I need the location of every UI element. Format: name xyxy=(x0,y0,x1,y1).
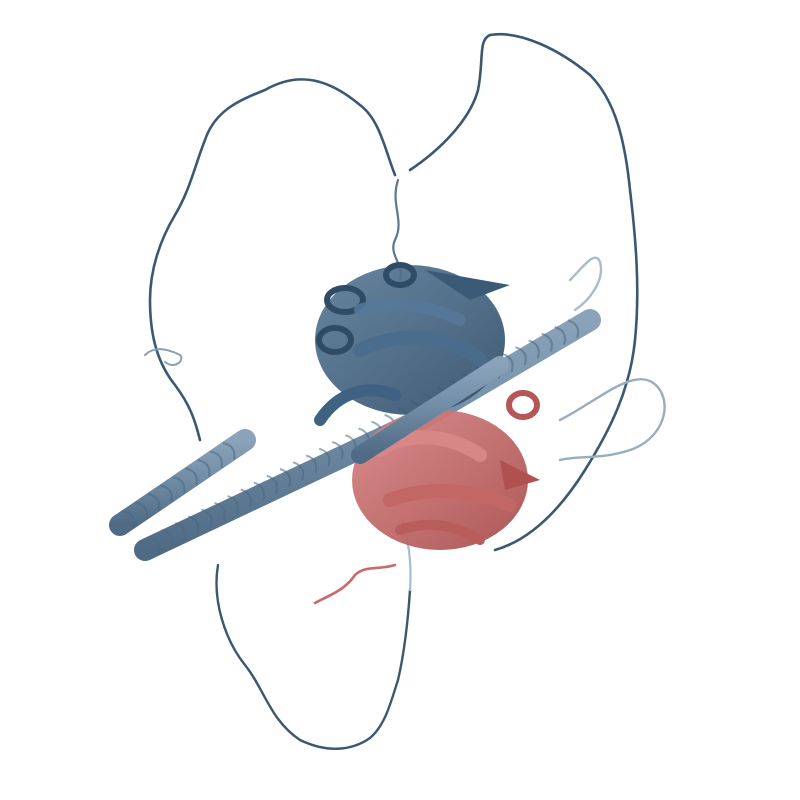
helix-turn xyxy=(135,501,148,520)
helix-turn xyxy=(161,528,174,548)
helix-turn xyxy=(279,468,292,488)
helix-front-segment xyxy=(351,356,509,464)
helix-turn xyxy=(554,325,567,346)
coil-loops xyxy=(144,32,666,750)
helix-turn xyxy=(160,484,173,503)
left-helix xyxy=(109,429,256,536)
helix-turn xyxy=(528,339,540,359)
left-loop xyxy=(148,78,397,442)
top-right-helix-tail xyxy=(568,256,603,312)
right-loop-faded xyxy=(558,378,666,462)
left-small-loop xyxy=(144,348,183,366)
helix-turn xyxy=(174,522,187,542)
helix-turn xyxy=(214,501,226,521)
top-right-loop xyxy=(408,32,639,552)
helix-turn xyxy=(567,319,580,339)
helix-turn xyxy=(292,461,305,481)
helix-turn xyxy=(541,332,553,352)
red-domain xyxy=(352,390,540,550)
red-tail xyxy=(313,563,397,605)
helix-turn xyxy=(210,450,223,469)
bottom-loop xyxy=(215,563,412,750)
helix-turn xyxy=(201,508,213,528)
helix-turn xyxy=(331,440,344,461)
helix-turn xyxy=(305,454,318,474)
blue-domain xyxy=(314,262,510,426)
helix-turn xyxy=(197,459,211,477)
helix-turn xyxy=(147,493,161,511)
helix-turn xyxy=(502,353,514,373)
helix-turn xyxy=(266,474,279,494)
helix-turn xyxy=(227,495,239,515)
helix-turn xyxy=(122,510,136,528)
helix-turn xyxy=(318,447,331,467)
helix-turn xyxy=(515,346,527,366)
helix-turn xyxy=(187,515,200,535)
helix-turn xyxy=(240,488,252,508)
helix-turn xyxy=(253,481,265,501)
helix-turn xyxy=(222,442,236,460)
helix-turn xyxy=(172,476,186,494)
helix-turn xyxy=(148,535,161,555)
helix-turn xyxy=(185,467,198,486)
